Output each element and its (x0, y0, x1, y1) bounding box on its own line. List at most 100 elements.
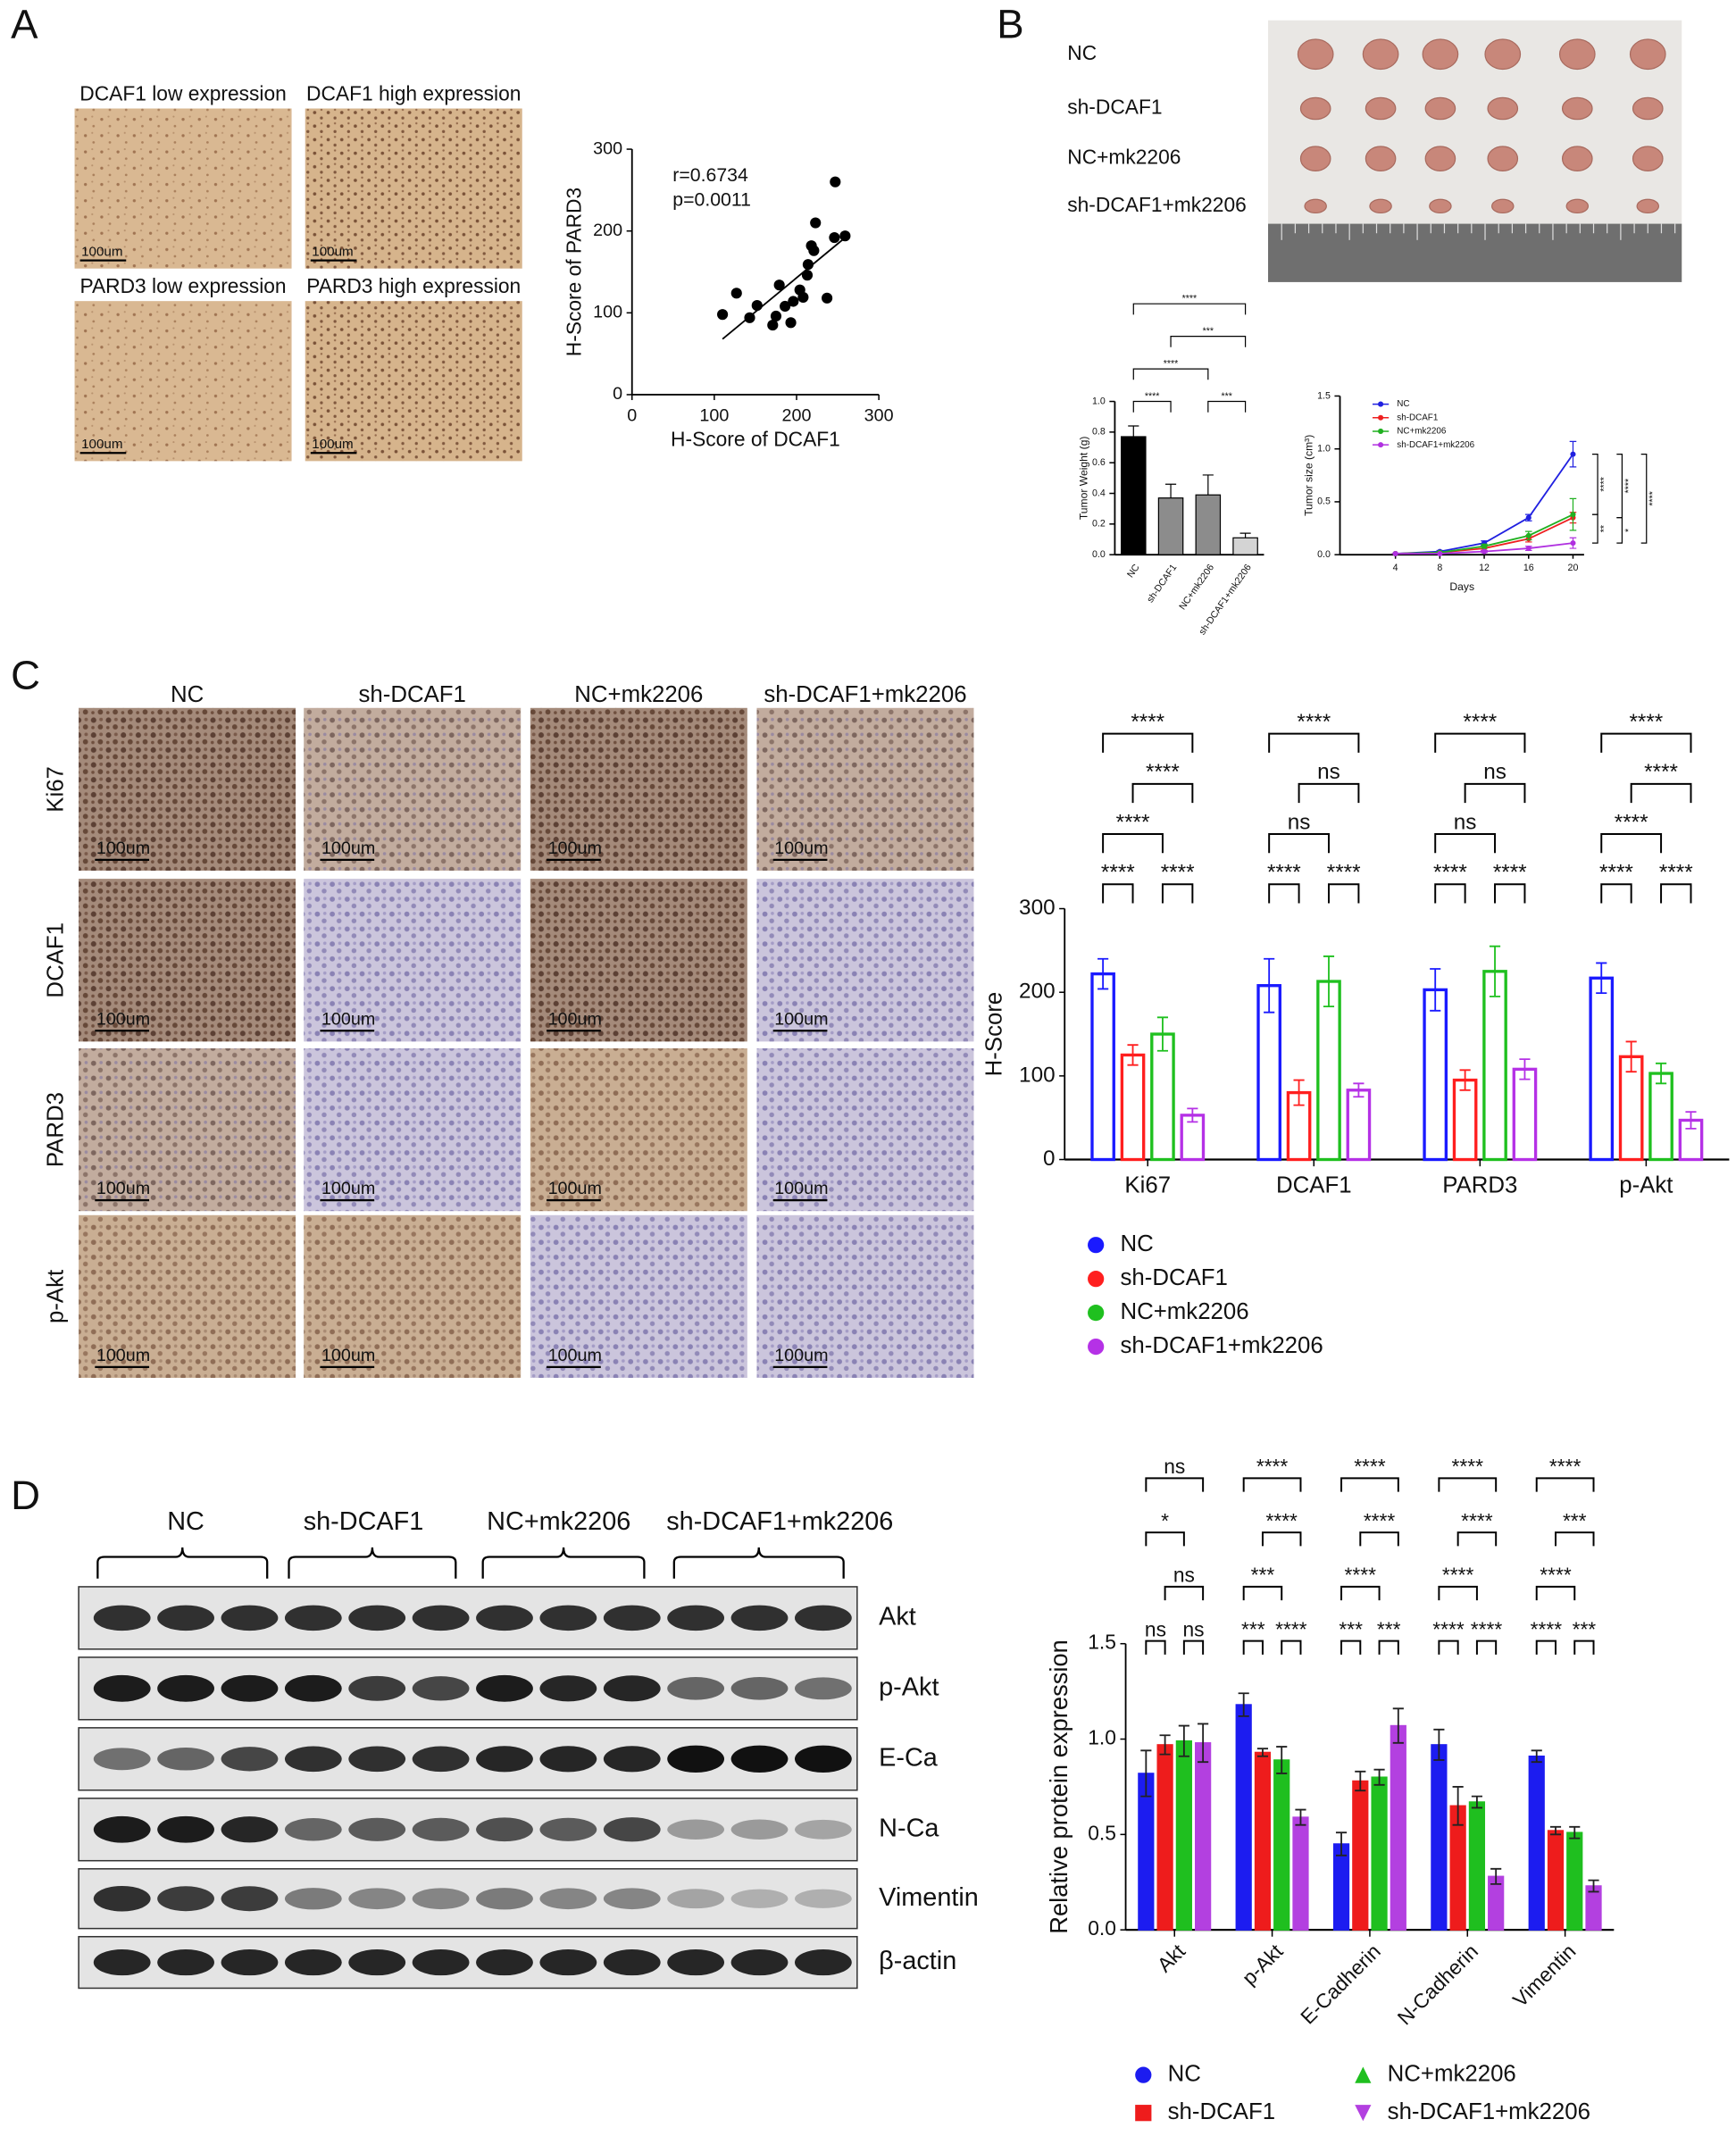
series-point (1437, 550, 1443, 557)
blot-band (794, 1949, 852, 1976)
significance-label: * (1161, 1509, 1169, 1532)
legend-label: NC+mk2206 (1120, 1299, 1248, 1324)
blot-band (284, 1888, 342, 1910)
y-tick-label: 1.5 (1317, 390, 1331, 401)
y-tick-label: 0.0 (1088, 1916, 1116, 1940)
bar (1566, 1831, 1583, 1931)
y-tick-label: 100 (593, 303, 622, 322)
legend-marker (1135, 2066, 1152, 2083)
micrograph (756, 707, 974, 872)
error-bar (1127, 1044, 1139, 1066)
panel-letter: C (11, 652, 40, 697)
micrograph (305, 301, 522, 462)
series-point (1392, 550, 1398, 557)
blot-band (157, 1815, 214, 1843)
significance-label: * (1623, 529, 1634, 532)
error-bar (1656, 1062, 1667, 1085)
micrograph (756, 1047, 974, 1212)
column-label: sh-DCAF1 (358, 682, 465, 707)
blot-band (539, 1675, 597, 1702)
x-axis-label: Days (1449, 580, 1474, 593)
bar (1235, 1704, 1252, 1931)
significance-label: **** (1101, 860, 1135, 884)
blot-band (284, 1674, 342, 1702)
tumor (1369, 198, 1392, 214)
legend-marker (1378, 401, 1384, 407)
blot-band (539, 1605, 597, 1631)
micrograph (530, 1047, 747, 1212)
blot-band (284, 1949, 342, 1976)
significance-bracket (1535, 1640, 1557, 1655)
significance-label: ns (1288, 810, 1311, 834)
bar (1352, 1780, 1369, 1931)
blot-band (221, 1747, 279, 1772)
error-bar (1625, 1040, 1637, 1073)
annotation: r=0.6734 (672, 164, 748, 186)
scatter-point (810, 217, 822, 229)
significance-bracket (1268, 732, 1360, 753)
error-bar (1202, 474, 1214, 496)
blot-band (730, 1889, 789, 1908)
significance-label: **** (1623, 479, 1634, 494)
blot-band (93, 1949, 151, 1976)
micrograph (530, 707, 747, 872)
significance-label: **** (1256, 1455, 1289, 1478)
x-tick-label: PARD3 (1442, 1173, 1517, 1198)
tumor (1424, 146, 1456, 171)
scatter-point (770, 310, 782, 322)
brace (481, 1547, 646, 1579)
significance-label: ns (1483, 760, 1506, 784)
significance-bracket (1600, 732, 1692, 753)
y-tick-label: 0.0 (1317, 549, 1331, 560)
group-label: sh-DCAF1+mk2206 (666, 1507, 893, 1536)
significance-bracket (1359, 1531, 1399, 1547)
group-label: sh-DCAF1 (1067, 96, 1162, 119)
legend-label: NC (1397, 399, 1409, 409)
blot-band (667, 1819, 725, 1840)
y-tick-label: 0.4 (1092, 488, 1106, 498)
blot-band (539, 1746, 597, 1773)
tumor (1565, 198, 1590, 214)
tumor (1304, 198, 1327, 214)
bar (1648, 1072, 1673, 1162)
blot-band (476, 1746, 533, 1773)
significance-bracket (1340, 1640, 1362, 1655)
significance-label: **** (1345, 1564, 1377, 1587)
scale-bar-label: 100um (321, 839, 375, 858)
significance-label: **** (1146, 760, 1180, 784)
error-bar (1335, 1831, 1348, 1856)
bar (1120, 1053, 1146, 1162)
significance-label: **** (1540, 1564, 1572, 1587)
scatter-point (808, 245, 820, 256)
annotation: p=0.0011 (672, 188, 751, 210)
protein-label: p-Akt (879, 1673, 939, 1701)
error-bar (1471, 1795, 1482, 1809)
blot-band (730, 1949, 789, 1976)
significance-label: **** (1182, 294, 1198, 305)
error-bar (1392, 1707, 1404, 1744)
y-tick-label: 0.5 (1317, 496, 1331, 507)
significance-label: **** (1471, 1617, 1503, 1640)
tumor (1491, 198, 1515, 214)
legend-label: sh-DCAF1 (1168, 2099, 1275, 2124)
row-label: Ki67 (44, 766, 69, 813)
blot-band (603, 1675, 661, 1702)
significance-bracket (1535, 1477, 1595, 1492)
error-bar (1293, 1079, 1305, 1106)
scatter-point (829, 231, 840, 244)
micrograph (304, 1047, 522, 1212)
significance-bracket (1640, 454, 1648, 544)
tumor (1362, 38, 1399, 71)
x-tick-label: 20 (1568, 563, 1579, 573)
scale-bar-label: 100um (96, 1179, 150, 1198)
significance-bracket (1161, 883, 1194, 904)
micrograph (304, 879, 522, 1042)
bar (1618, 1055, 1644, 1162)
group-label: NC (1067, 41, 1097, 64)
scale-bar-label: 100um (774, 839, 828, 858)
brace (96, 1547, 269, 1579)
micrograph (756, 1214, 974, 1379)
x-tick-label: 8 (1437, 563, 1442, 573)
bar (1423, 988, 1448, 1162)
blot-band (476, 1605, 533, 1631)
